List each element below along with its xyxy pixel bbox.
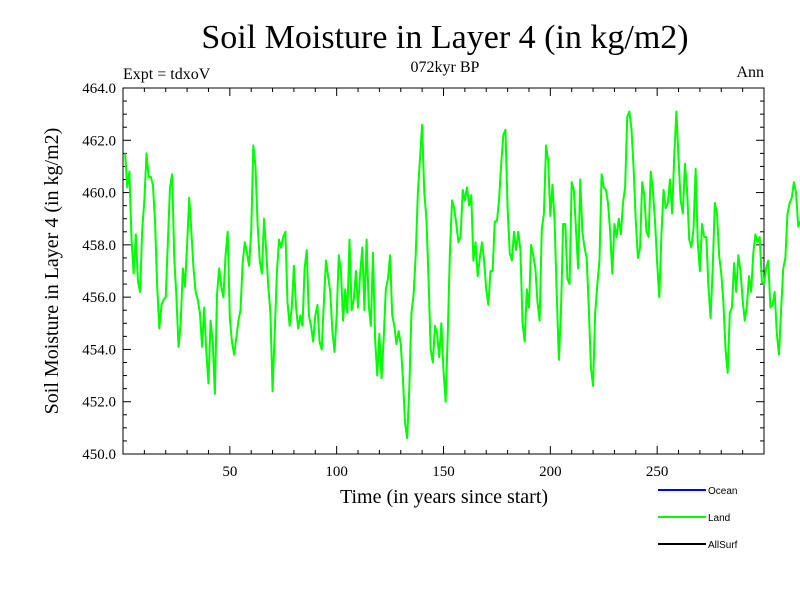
x-tick-label: 50 — [222, 464, 237, 480]
x-tick-label: 100 — [325, 464, 348, 480]
x-tick-label: 200 — [539, 464, 562, 480]
axis-ticks — [123, 87, 764, 455]
chart-subtitle: 072kyr BP — [411, 59, 480, 76]
legend-label-ocean: Ocean — [708, 486, 737, 497]
series-line-land — [124, 110, 800, 440]
x-tick-label: 250 — [646, 464, 669, 480]
y-tick-label: 456.0 — [82, 290, 116, 306]
y-tick-label: 452.0 — [82, 395, 116, 411]
x-tick-labels: 50 100 150 200 250 — [222, 464, 668, 480]
experiment-label: Expt = tdxoV — [123, 66, 211, 83]
x-tick-label: 150 — [432, 464, 455, 480]
y-tick-label: 458.0 — [82, 238, 116, 254]
legend: Ocean Land AllSurf — [658, 486, 738, 551]
x-axis-label: Time (in years since start) — [340, 486, 548, 508]
y-tick-label: 460.0 — [82, 186, 116, 202]
season-label: Ann — [736, 64, 764, 81]
legend-label-land: Land — [708, 513, 730, 524]
y-axis-label: Soil Moisture in Layer 4 (in kg/m2) — [41, 128, 63, 415]
y-tick-label: 464.0 — [82, 81, 116, 97]
y-tick-labels: 450.0 452.0 454.0 456.0 458.0 460.0 462.0 464.0 — [82, 81, 116, 463]
chart-title: Soil Moisture in Layer 4 (in kg/m2) — [201, 19, 688, 56]
series-group — [124, 110, 800, 440]
legend-label-allsurf: AllSurf — [708, 540, 738, 551]
y-tick-label: 462.0 — [82, 133, 116, 149]
y-tick-label: 454.0 — [82, 342, 116, 358]
y-tick-label: 450.0 — [82, 447, 116, 463]
